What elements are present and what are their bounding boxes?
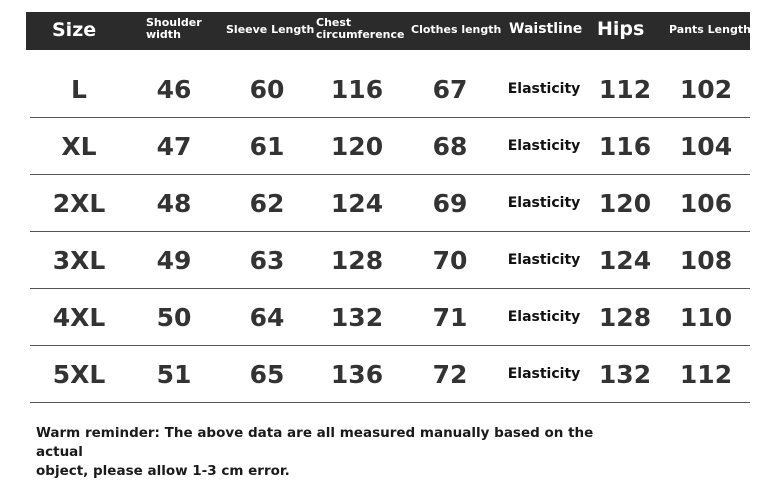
cell-shoulder: 50 (156, 302, 192, 332)
cell-size: 3XL (52, 245, 106, 275)
cell-waist: Elasticity (507, 309, 581, 325)
header-shoulder-line1: Shoulder (146, 16, 202, 29)
header-pants-length: Pants Length (669, 23, 751, 36)
size-table-body: L 46 60 116 67 Elasticity 112 102 XL 47 61 120 68 Ela… (30, 61, 750, 403)
cell-sleeve: 63 (249, 245, 285, 275)
table-row: 5XL 51 65 136 72 Elasticity 132 112 (30, 346, 750, 403)
cell-hips: 132 (598, 359, 652, 389)
table-row: L 46 60 116 67 Elasticity 112 102 (30, 61, 750, 118)
cell-hips: 124 (598, 245, 652, 275)
note-line1: Warm reminder: The above data are all me… (36, 425, 594, 460)
cell-sleeve: 65 (249, 359, 285, 389)
cell-pants: 108 (679, 245, 733, 275)
cell-chest: 116 (330, 74, 384, 104)
cell-sleeve: 61 (249, 131, 285, 161)
cell-sleeve: 60 (249, 74, 285, 104)
cell-pants: 102 (679, 74, 733, 104)
cell-waist: Elasticity (507, 252, 581, 268)
cell-size: 5XL (52, 359, 106, 389)
cell-sleeve: 62 (249, 188, 285, 218)
cell-waist: Elasticity (507, 138, 581, 154)
table-row: 2XL 48 62 124 69 Elasticity 120 106 (30, 175, 750, 232)
cell-hips: 112 (598, 74, 652, 104)
cell-clothes: 67 (432, 74, 468, 104)
cell-hips: 120 (598, 188, 652, 218)
header-chest-line1: Chest (316, 16, 352, 29)
cell-chest: 132 (330, 302, 384, 332)
warm-reminder-note: Warm reminder: The above data are all me… (36, 424, 596, 481)
header-shoulder-line2: width (146, 28, 181, 42)
header-clothes-length: Clothes length (411, 23, 502, 36)
cell-hips: 116 (598, 131, 652, 161)
header-size: Size (52, 19, 97, 41)
cell-clothes: 71 (432, 302, 468, 332)
cell-shoulder: 47 (156, 131, 192, 161)
note-line2: object, please allow 1-3 cm error. (36, 463, 290, 479)
cell-size: 2XL (52, 188, 106, 218)
header-chest-line2: circumference (316, 28, 405, 42)
cell-waist: Elasticity (507, 195, 581, 211)
table-header: Size Shoulder width Sleeve Length Chest … (26, 12, 751, 50)
cell-shoulder: 48 (156, 188, 192, 218)
cell-chest: 128 (330, 245, 384, 275)
cell-clothes: 70 (432, 245, 468, 275)
cell-size: XL (61, 131, 97, 161)
cell-sleeve: 64 (249, 302, 285, 332)
cell-size: 4XL (52, 302, 106, 332)
cell-waist: Elasticity (507, 366, 581, 382)
cell-shoulder: 51 (156, 359, 192, 389)
header-chest-circumference: Chest circumference (316, 16, 405, 42)
cell-chest: 124 (330, 188, 384, 218)
header-hips: Hips (597, 18, 645, 40)
cell-shoulder: 46 (156, 74, 192, 104)
cell-chest: 136 (330, 359, 384, 389)
header-shoulder-width: Shoulder width (146, 16, 202, 42)
cell-clothes: 68 (432, 131, 468, 161)
cell-clothes: 72 (432, 359, 468, 389)
cell-hips: 128 (598, 302, 652, 332)
cell-pants: 110 (679, 302, 733, 332)
cell-shoulder: 49 (156, 245, 192, 275)
header-waistline: Waistline (509, 21, 583, 37)
table-row: 4XL 50 64 132 71 Elasticity 128 110 (30, 289, 750, 346)
cell-size: L (71, 74, 87, 104)
cell-pants: 104 (679, 131, 733, 161)
cell-clothes: 69 (432, 188, 468, 218)
cell-chest: 120 (330, 131, 384, 161)
table-row: XL 47 61 120 68 Elasticity 116 104 (30, 118, 750, 175)
cell-waist: Elasticity (507, 81, 581, 97)
cell-pants: 112 (679, 359, 733, 389)
header-sleeve-length: Sleeve Length (226, 23, 315, 36)
cell-pants: 106 (679, 188, 733, 218)
table-row: 3XL 49 63 128 70 Elasticity 124 108 (30, 232, 750, 289)
